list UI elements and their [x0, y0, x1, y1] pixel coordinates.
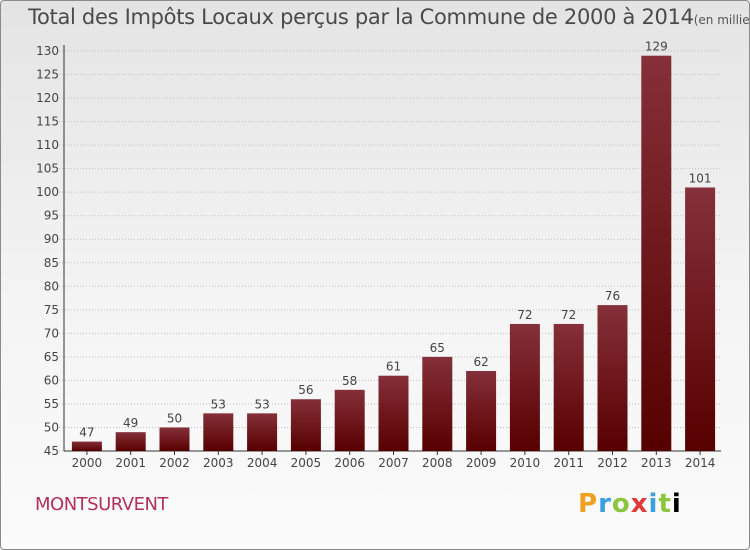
x-tick-label: 2003 [203, 456, 234, 470]
y-tick-label: 55 [44, 397, 59, 411]
y-tick-label: 75 [44, 303, 59, 317]
y-tick-label: 90 [44, 232, 59, 246]
chart-title: Total des Impôts Locaux perçus par la Co… [28, 5, 750, 29]
logo-letter: i [671, 489, 682, 519]
y-tick-label: 85 [44, 256, 59, 270]
data-label: 53 [211, 397, 226, 411]
x-tick-label: 2014 [685, 456, 716, 470]
y-tick-label: 100 [36, 185, 59, 199]
data-label: 129 [645, 40, 668, 54]
x-tick-label: 2013 [641, 456, 672, 470]
bar [597, 305, 628, 451]
x-tick-label: 2001 [115, 456, 146, 470]
bar [159, 427, 190, 451]
bar [247, 413, 278, 451]
y-tick-label: 125 [36, 68, 59, 82]
y-tick-label: 70 [44, 326, 59, 340]
bar [203, 413, 234, 451]
bar [553, 323, 584, 451]
logo-letter: i [648, 489, 659, 519]
bar [115, 432, 146, 451]
x-tick-label: 2005 [291, 456, 322, 470]
y-tick-label: 50 [44, 420, 59, 434]
data-label: 61 [386, 360, 401, 374]
x-tick-label: 2004 [247, 456, 278, 470]
proxiti-logo: Proxiti [578, 489, 682, 519]
data-label: 65 [430, 341, 445, 355]
y-tick-label: 115 [36, 115, 59, 129]
x-tick-label: 2002 [159, 456, 190, 470]
bar [290, 399, 321, 451]
x-tick-label: 2006 [334, 456, 365, 470]
bar [466, 371, 497, 451]
y-tick-label: 120 [36, 91, 59, 105]
y-tick-label: 95 [44, 209, 59, 223]
data-label: 50 [167, 411, 182, 425]
bar [334, 389, 365, 451]
bar [509, 323, 540, 451]
bar [422, 356, 453, 451]
data-label: 58 [342, 374, 357, 388]
logo-letter: x [630, 489, 649, 519]
x-tick-label: 2010 [510, 456, 541, 470]
data-label: 101 [689, 171, 712, 185]
x-tick-label: 2008 [422, 456, 453, 470]
logo-letter: t [658, 489, 672, 519]
chart-unit: (en milliers d'€) [693, 13, 750, 27]
y-tick-label: 130 [36, 44, 59, 58]
logo-letter: o [611, 489, 631, 519]
data-label: 56 [298, 383, 313, 397]
data-label: 49 [123, 416, 138, 430]
data-label: 53 [254, 397, 269, 411]
y-tick-label: 105 [36, 162, 59, 176]
x-tick-label: 2007 [378, 456, 409, 470]
data-label: 47 [79, 426, 94, 440]
data-label: 72 [517, 308, 532, 322]
y-tick-label: 65 [44, 350, 59, 364]
data-label: 76 [605, 289, 620, 303]
x-tick-label: 2011 [553, 456, 584, 470]
y-tick-label: 80 [44, 279, 59, 293]
logo-letter: P [578, 489, 599, 519]
bar [378, 375, 409, 451]
y-tick-label: 60 [44, 373, 59, 387]
y-tick-label: 45 [44, 444, 59, 458]
data-label: 62 [473, 355, 488, 369]
x-tick-label: 2012 [597, 456, 628, 470]
y-tick-label: 110 [36, 138, 59, 152]
x-tick-label: 2000 [72, 456, 103, 470]
logo-letter: r [598, 489, 612, 519]
bar [685, 187, 716, 451]
bar [641, 55, 672, 452]
x-tick-label: 2009 [466, 456, 497, 470]
bar [71, 441, 102, 451]
data-label: 72 [561, 308, 576, 322]
commune-name: MONTSURVENT [35, 494, 168, 515]
chart-title-text: Total des Impôts Locaux perçus par la Co… [28, 5, 694, 29]
